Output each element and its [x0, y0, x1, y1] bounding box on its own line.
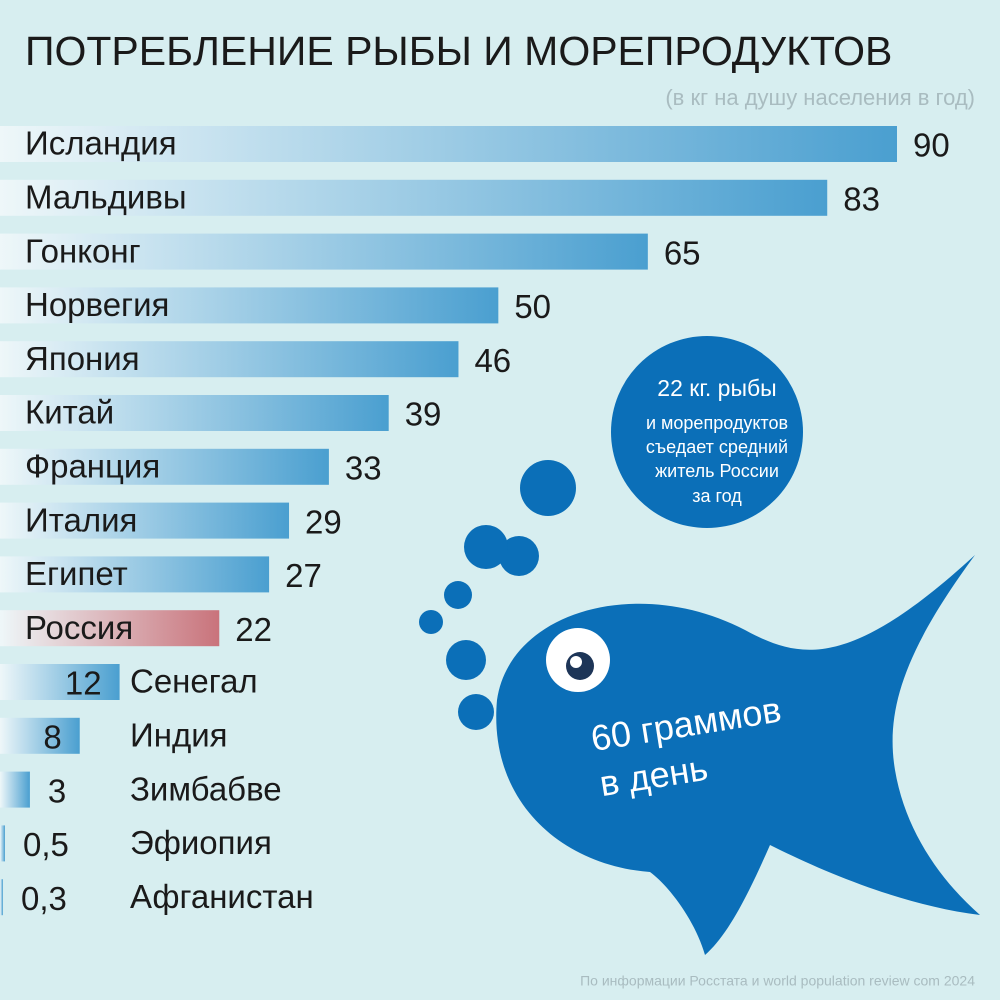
chart-title: ПОТРЕБЛЕНИЕ РЫБЫ И МОРЕПРОДУКТОВ: [25, 28, 892, 74]
category-label: Эфиопия: [130, 824, 272, 861]
value-label: 3: [48, 772, 66, 809]
category-label: Япония: [25, 340, 140, 377]
bubble: [458, 694, 494, 730]
bar: [0, 448, 329, 485]
circle-label: съедает средний: [646, 437, 788, 457]
value-label: 83: [843, 181, 880, 218]
bubble: [464, 525, 508, 569]
bar: [0, 126, 897, 162]
circle-label: за год: [692, 486, 742, 506]
bar: [0, 179, 828, 216]
bubble: [446, 640, 486, 680]
chart-subtitle: (в кг на душу населения в год): [665, 85, 975, 110]
circle-text: 22 кг. рыбы и морепродуктов съедает средни…: [646, 375, 788, 506]
value-label: 0,3: [21, 880, 67, 917]
bar: [0, 771, 30, 808]
bubbles: [419, 336, 803, 730]
value-label: 12: [65, 665, 102, 702]
circle-label: 22 кг. рыбы: [657, 375, 776, 401]
value-label: 8: [43, 719, 61, 756]
value-label: 0,5: [23, 826, 69, 863]
category-label: Афганистан: [130, 878, 314, 915]
source: По информации Росстата и world populatio…: [580, 973, 975, 989]
category-label: Исландия: [25, 125, 177, 162]
value-label: 39: [405, 396, 442, 433]
fish: [496, 555, 980, 955]
bubble: [499, 536, 539, 576]
value-label: 65: [664, 234, 701, 271]
circle-label: житель России: [655, 461, 779, 481]
bar: [0, 341, 459, 378]
value-label: 50: [514, 288, 551, 325]
category-label: Индия: [130, 717, 228, 754]
category-label: Египет: [25, 555, 128, 592]
bar: [0, 825, 5, 862]
bar: [0, 879, 3, 916]
bubble: [444, 581, 472, 609]
bar: [0, 395, 389, 431]
bubble: [520, 460, 576, 516]
value-label: 46: [474, 342, 511, 379]
category-label: Россия: [25, 609, 133, 646]
circle-label: и морепродуктов: [646, 413, 788, 433]
value-label: 90: [913, 127, 950, 164]
info-circle: [611, 336, 803, 528]
category-label: Франция: [25, 448, 160, 485]
value-label: 22: [235, 611, 272, 648]
value-label: 29: [305, 503, 342, 540]
category-label: Сенегал: [130, 663, 258, 700]
bar: [0, 664, 120, 700]
bubble: [419, 610, 443, 634]
category-label: Норвегия: [25, 286, 169, 323]
bar: [0, 717, 80, 754]
category-label: Италия: [25, 501, 137, 538]
category-label: Зимбабве: [130, 770, 282, 807]
bar: [0, 610, 220, 647]
value-label: 33: [345, 450, 382, 487]
bar: [0, 556, 270, 593]
bar: [0, 502, 290, 539]
bar: [0, 287, 499, 324]
fish-pupil-shine: [570, 656, 582, 668]
category-label: Китай: [25, 394, 114, 431]
value-label: 27: [285, 557, 322, 594]
bar: [0, 233, 648, 270]
category-label: Мальдивы: [25, 179, 187, 216]
category-label: Гонконг: [25, 232, 141, 269]
